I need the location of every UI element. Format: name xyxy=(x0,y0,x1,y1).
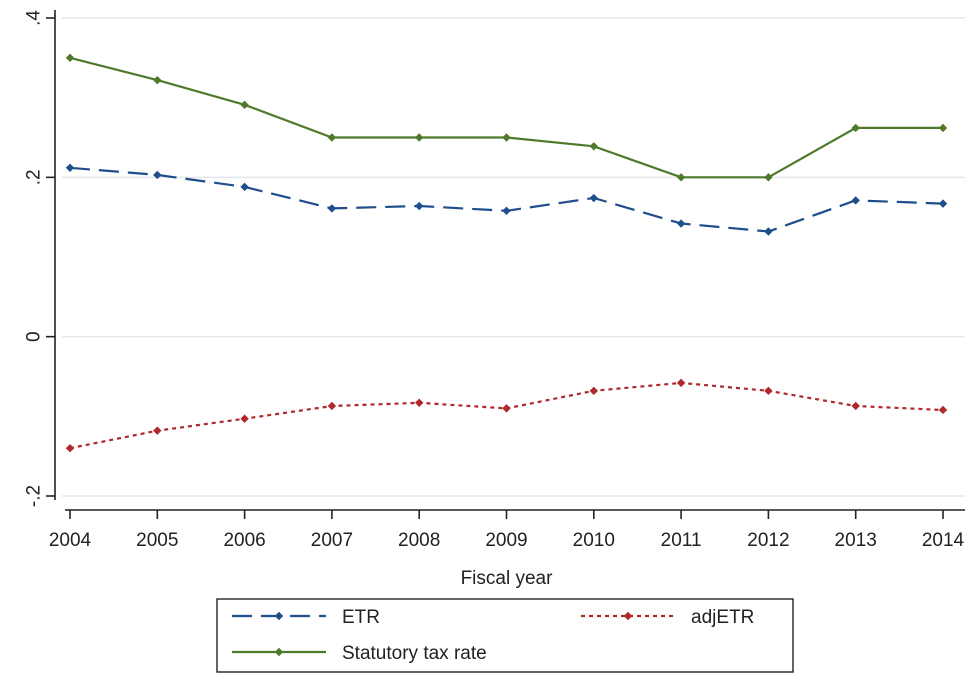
x-tick-label: 2005 xyxy=(136,530,178,551)
data-point xyxy=(502,133,511,142)
legend: ETR adjETR Statutory tax rate xyxy=(216,598,794,673)
series-line-1 xyxy=(69,381,944,450)
data-point xyxy=(851,196,860,205)
data-point xyxy=(589,193,598,203)
x-tick-label: 2010 xyxy=(573,530,615,551)
x-tick-label: 2004 xyxy=(49,530,92,551)
data-point xyxy=(589,142,598,151)
y-tick-label: .4 xyxy=(24,10,45,26)
legend-label: ETR xyxy=(342,607,380,628)
data-point xyxy=(764,227,773,236)
legend-marker xyxy=(274,647,284,657)
data-point xyxy=(851,401,860,411)
y-tick-label: 0 xyxy=(24,331,45,342)
gridlines xyxy=(62,17,965,497)
series-line-2 xyxy=(69,56,943,179)
data-point xyxy=(327,204,337,213)
data-point xyxy=(415,398,424,407)
data-point xyxy=(676,378,686,388)
y-tick-label: .2 xyxy=(24,169,45,185)
y-tick-label: -.2 xyxy=(24,485,45,507)
data-point xyxy=(764,173,773,182)
x-tick-label: 2006 xyxy=(223,530,265,551)
x-axis-title: Fiscal year xyxy=(461,568,554,589)
data-point xyxy=(153,426,162,435)
legend-marker xyxy=(274,611,284,621)
legend-box xyxy=(216,598,794,673)
data-point xyxy=(240,100,249,110)
data-point xyxy=(938,123,948,133)
axes: -.2 0 .2 .4 2004 2005 2006 2007 2008 2009 2010 2011… xyxy=(24,10,965,551)
data-point xyxy=(938,199,948,208)
data-point xyxy=(502,206,511,215)
data-point xyxy=(327,133,337,142)
x-tick-label: 2007 xyxy=(311,530,353,551)
data-point xyxy=(153,170,162,180)
data-point xyxy=(240,182,249,192)
x-tick-label: 2008 xyxy=(398,530,440,551)
data-point xyxy=(415,133,424,142)
x-tick-label: 2009 xyxy=(485,530,527,551)
data-point xyxy=(502,404,511,413)
x-tick-label: 2013 xyxy=(835,530,877,551)
x-tick-label: 2012 xyxy=(747,530,789,551)
data-point xyxy=(676,219,686,228)
data-point xyxy=(65,444,75,453)
data-point xyxy=(764,386,773,396)
legend-label: adjETR xyxy=(691,607,754,628)
x-tick-label: 2014 xyxy=(922,530,965,551)
data-point xyxy=(65,163,75,172)
data-point xyxy=(153,75,162,85)
legend-label: Statutory tax rate xyxy=(342,643,487,664)
data-point xyxy=(65,53,75,63)
x-tick-label: 2011 xyxy=(661,530,702,551)
data-point xyxy=(938,405,948,415)
data-point xyxy=(240,414,249,423)
data-point xyxy=(851,123,860,133)
data-point xyxy=(415,201,424,211)
data-point xyxy=(589,386,598,396)
series-layer xyxy=(65,53,948,453)
data-point xyxy=(676,173,686,182)
data-point xyxy=(327,401,337,411)
legend-marker xyxy=(623,611,633,621)
